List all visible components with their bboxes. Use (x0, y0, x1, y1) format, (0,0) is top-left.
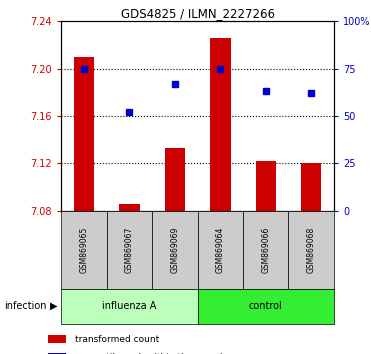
Text: percentile rank within the sample: percentile rank within the sample (75, 353, 228, 354)
Text: ▶: ▶ (50, 301, 58, 311)
Bar (289, 211, 334, 289)
Text: influenza A: influenza A (102, 301, 157, 311)
Bar (61, 211, 107, 289)
Text: infection: infection (4, 301, 46, 311)
Bar (107, 211, 152, 289)
Bar (256, 161, 276, 211)
Text: control: control (249, 301, 283, 311)
Bar (210, 38, 230, 211)
Bar (49, 353, 66, 354)
Text: GSM869066: GSM869066 (261, 226, 270, 273)
Text: GSM869064: GSM869064 (216, 226, 225, 273)
Bar (119, 204, 139, 211)
Text: transformed count: transformed count (75, 335, 159, 344)
Bar (165, 148, 185, 211)
Bar (301, 163, 321, 211)
Text: GSM869067: GSM869067 (125, 226, 134, 273)
Bar (198, 211, 243, 289)
Bar (49, 335, 66, 343)
Bar (152, 211, 198, 289)
Text: GSM869068: GSM869068 (307, 227, 316, 273)
Bar (61, 289, 198, 324)
Title: GDS4825 / ILMN_2227266: GDS4825 / ILMN_2227266 (121, 7, 275, 20)
Text: GSM869069: GSM869069 (170, 226, 179, 273)
Text: GSM869065: GSM869065 (79, 226, 88, 273)
Bar (243, 211, 289, 289)
Bar (74, 57, 94, 211)
Bar (198, 289, 334, 324)
